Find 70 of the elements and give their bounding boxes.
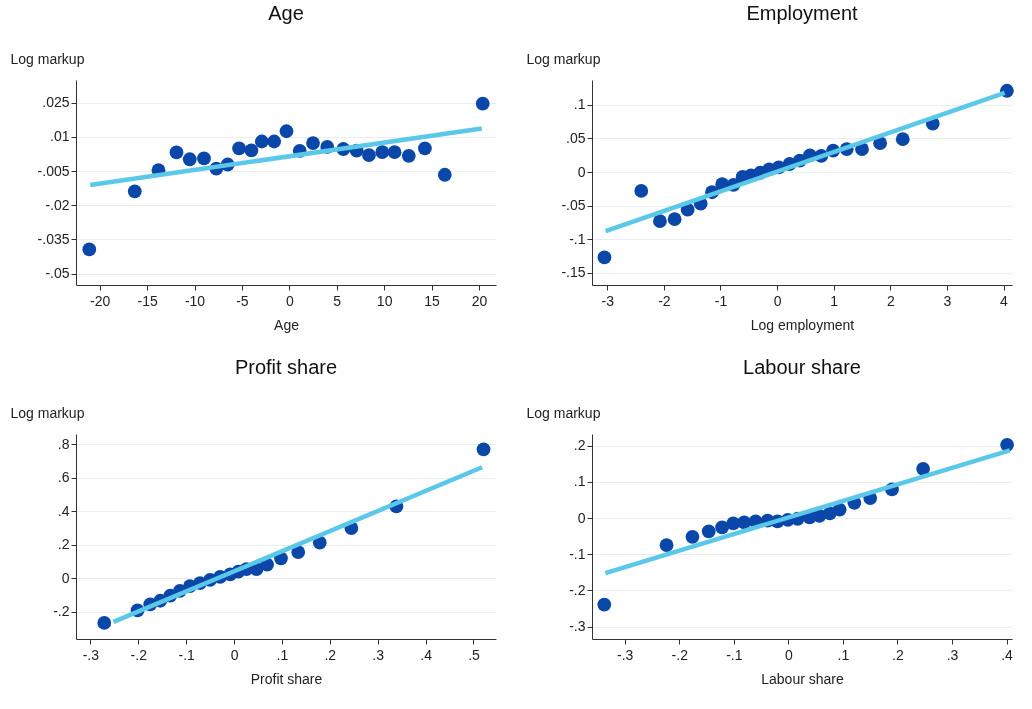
x-axis-title: Age [274,316,300,333]
x-tick-label: 0 [285,292,294,309]
x-tick-label: -2 [658,292,671,309]
y-axis-title: Log markup [10,50,85,67]
y-tick-label: -.15 [561,264,586,281]
x-axis-title: Log employment [750,316,855,333]
chart-title: Labour share [743,356,861,378]
y-tick-label: -.1 [569,230,586,247]
y-axis-title: Log markup [526,404,601,421]
y-tick-label: -.1 [569,545,586,562]
x-tick-label: -15 [137,292,158,309]
x-tick-label: .1 [837,646,850,663]
chart-title: Employment [746,2,859,24]
y-tick-label: .6 [57,469,70,486]
x-tick-label: 15 [424,292,441,309]
y-tick-label: .01 [50,128,70,145]
x-tick-label: -10 [184,292,206,309]
y-tick-label: -.005 [37,162,70,179]
x-tick-label: .5 [468,646,481,663]
x-tick-label: 0 [784,646,793,663]
x-tick-label: 0 [230,646,239,663]
y-tick-label: .2 [573,437,586,454]
x-tick-label: .4 [1001,646,1014,663]
x-tick-label: -.2 [671,646,689,663]
y-tick-label: 0 [61,569,70,586]
x-tick-label: 20 [471,292,488,309]
x-tick-label: -.3 [617,646,634,663]
x-axis-title: Profit share [250,670,323,687]
x-tick-label: -.1 [178,646,196,663]
y-tick-label: -.2 [53,603,70,620]
x-tick-label: .2 [892,646,904,663]
y-tick-label: -.035 [37,230,70,247]
x-tick-label: .3 [372,646,385,663]
x-tick-label: .2 [324,646,337,663]
x-tick-label: 0 [773,292,782,309]
x-tick-label: 5 [333,292,342,309]
x-tick-label: -.2 [130,646,148,663]
x-tick-label: 3 [943,292,952,309]
y-tick-label: .4 [57,502,70,519]
x-tick-label: -5 [236,292,249,309]
x-tick-label: 10 [376,292,393,309]
y-tick-label: .025 [42,94,70,111]
y-tick-label: .2 [57,536,70,553]
x-tick-label: .3 [946,646,959,663]
x-tick-label: 4 [1000,292,1009,309]
x-tick-label: -.1 [726,646,743,663]
x-tick-label: 1 [830,292,839,309]
y-axis-title: Log markup [10,404,85,421]
x-tick-label: -.3 [82,646,100,663]
y-tick-label: .05 [566,129,586,146]
x-tick-label: -1 [714,292,728,309]
chart-title: Age [268,2,304,24]
y-axis-title: Log markup [526,50,601,67]
y-tick-label: -.05 [45,265,70,282]
y-tick-label: .8 [57,435,70,452]
y-tick-label: 0 [577,509,586,526]
y-tick-label: .1 [573,473,586,490]
y-tick-label: 0 [577,163,586,180]
x-tick-label: 2 [886,292,895,309]
y-tick-label: -.3 [569,618,586,635]
x-tick-label: .1 [276,646,289,663]
y-tick-label: -.02 [45,196,70,213]
y-tick-label: -.2 [569,581,586,598]
x-tick-label: .4 [420,646,433,663]
x-tick-label: -20 [90,292,111,309]
chart-title: Profit share [234,356,338,378]
y-tick-label: -.05 [561,197,586,214]
y-tick-label: .1 [573,96,586,113]
x-tick-label: -3 [601,292,615,309]
x-axis-title: Labour share [761,670,844,687]
